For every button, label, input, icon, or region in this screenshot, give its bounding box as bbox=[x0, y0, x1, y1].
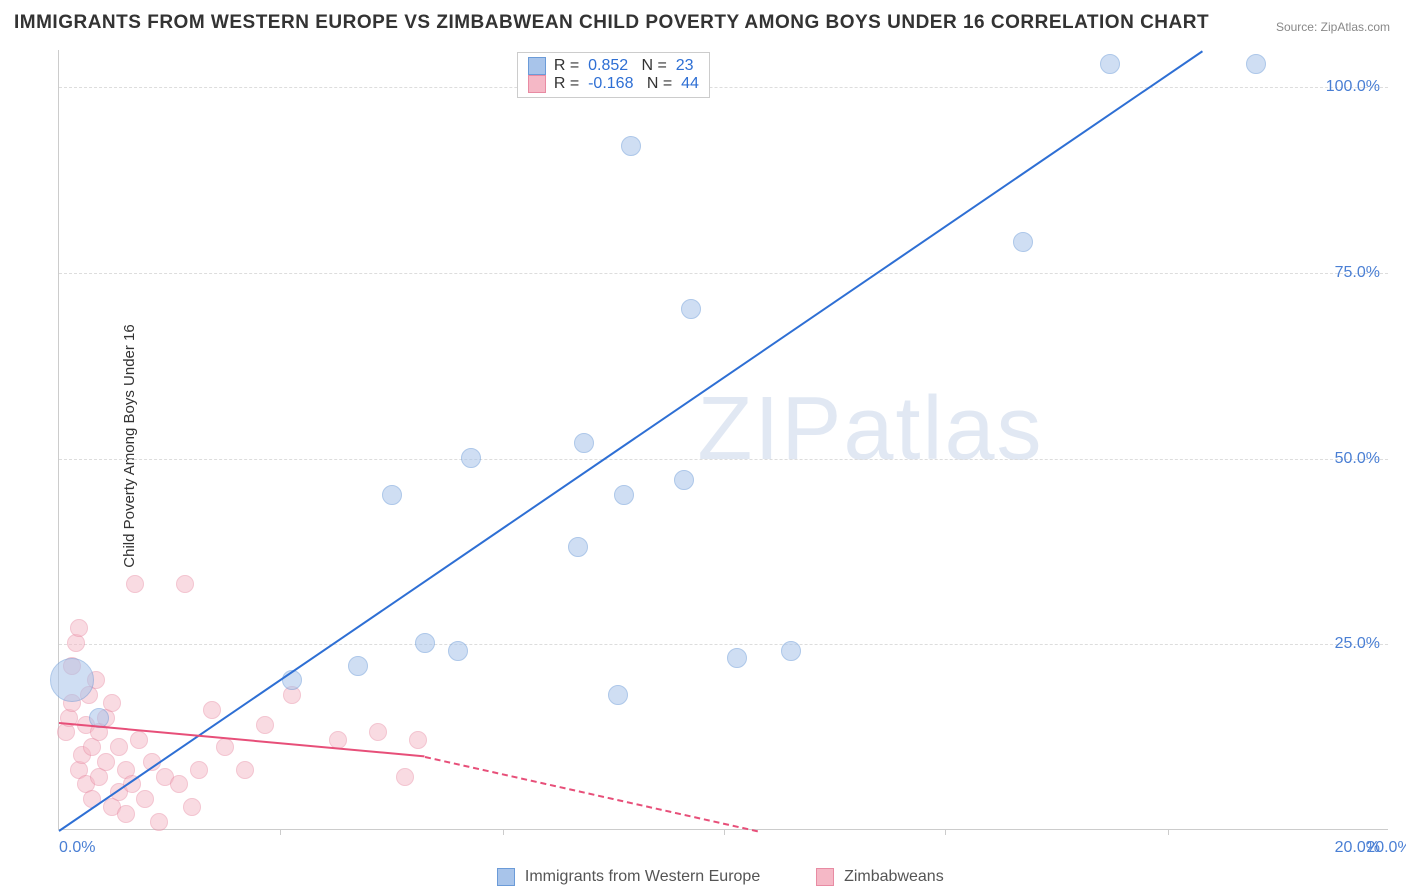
scatter-point bbox=[110, 738, 128, 756]
scatter-point bbox=[614, 485, 634, 505]
y-tick-label: 100.0% bbox=[1326, 78, 1380, 96]
scatter-point bbox=[136, 790, 154, 808]
chart-title: IMMIGRANTS FROM WESTERN EUROPE VS ZIMBAB… bbox=[14, 12, 1209, 34]
scatter-point bbox=[348, 656, 368, 676]
gridline bbox=[59, 87, 1388, 88]
scatter-point bbox=[50, 658, 94, 702]
stats-text: R = -0.168 N = 44 bbox=[554, 75, 699, 93]
scatter-point bbox=[216, 738, 234, 756]
x-minor-tick bbox=[1168, 829, 1169, 835]
trend-line bbox=[425, 756, 758, 832]
scatter-point bbox=[674, 470, 694, 490]
scatter-point bbox=[117, 805, 135, 823]
x-minor-tick bbox=[280, 829, 281, 835]
scatter-point bbox=[396, 768, 414, 786]
scatter-point bbox=[1013, 232, 1033, 252]
scatter-point bbox=[103, 694, 121, 712]
scatter-point bbox=[190, 761, 208, 779]
scatter-point bbox=[256, 716, 274, 734]
stats-text: R = 0.852 N = 23 bbox=[554, 57, 694, 75]
gridline bbox=[59, 459, 1388, 460]
scatter-point bbox=[1246, 54, 1266, 74]
scatter-point bbox=[236, 761, 254, 779]
scatter-point bbox=[681, 299, 701, 319]
scatter-point bbox=[1100, 54, 1120, 74]
swatch-icon bbox=[528, 57, 546, 75]
scatter-point bbox=[568, 537, 588, 557]
correlation-stats-legend: R = 0.852 N = 23R = -0.168 N = 44 bbox=[517, 52, 710, 98]
scatter-point bbox=[203, 701, 221, 719]
bottom-legend-series-a: Immigrants from Western Europe bbox=[497, 868, 760, 886]
stats-legend-row: R = 0.852 N = 23 bbox=[528, 57, 699, 75]
scatter-point bbox=[183, 798, 201, 816]
watermark-text: ZIPatlas bbox=[697, 378, 1043, 481]
x-tick-label: 0.0% bbox=[59, 839, 95, 857]
scatter-point bbox=[126, 575, 144, 593]
scatter-point bbox=[70, 619, 88, 637]
scatter-point bbox=[130, 731, 148, 749]
scatter-point bbox=[97, 753, 115, 771]
series-a-label: Immigrants from Western Europe bbox=[525, 868, 760, 886]
series-b-label: Zimbabweans bbox=[844, 868, 944, 886]
y-tick-label: 50.0% bbox=[1335, 450, 1380, 468]
scatter-point bbox=[382, 485, 402, 505]
scatter-point bbox=[170, 775, 188, 793]
scatter-point bbox=[461, 448, 481, 468]
scatter-point bbox=[150, 813, 168, 831]
scatter-point bbox=[574, 433, 594, 453]
y-tick-label: 25.0% bbox=[1335, 635, 1380, 653]
swatch-series-b bbox=[816, 868, 834, 886]
source-attribution: Source: ZipAtlas.com bbox=[1276, 20, 1390, 34]
scatter-point bbox=[415, 633, 435, 653]
scatter-point bbox=[608, 685, 628, 705]
x-minor-tick bbox=[724, 829, 725, 835]
scatter-point bbox=[369, 723, 387, 741]
scatter-point bbox=[727, 648, 747, 668]
swatch-series-a bbox=[497, 868, 515, 886]
scatter-point bbox=[448, 641, 468, 661]
gridline bbox=[59, 273, 1388, 274]
bottom-legend-series-b: Zimbabweans bbox=[816, 868, 944, 886]
scatter-point bbox=[176, 575, 194, 593]
stats-legend-row: R = -0.168 N = 44 bbox=[528, 75, 699, 93]
trend-line bbox=[58, 50, 1203, 832]
x-minor-tick bbox=[503, 829, 504, 835]
gridline bbox=[59, 644, 1388, 645]
scatter-plot-area: ZIPatlas 20.0%25.0%50.0%75.0%100.0%0.0%2… bbox=[58, 50, 1388, 830]
x-tick-label: 20.0% bbox=[1366, 839, 1406, 857]
scatter-point bbox=[409, 731, 427, 749]
scatter-point bbox=[781, 641, 801, 661]
swatch-icon bbox=[528, 75, 546, 93]
x-minor-tick bbox=[945, 829, 946, 835]
scatter-point bbox=[621, 136, 641, 156]
y-tick-label: 75.0% bbox=[1335, 264, 1380, 282]
